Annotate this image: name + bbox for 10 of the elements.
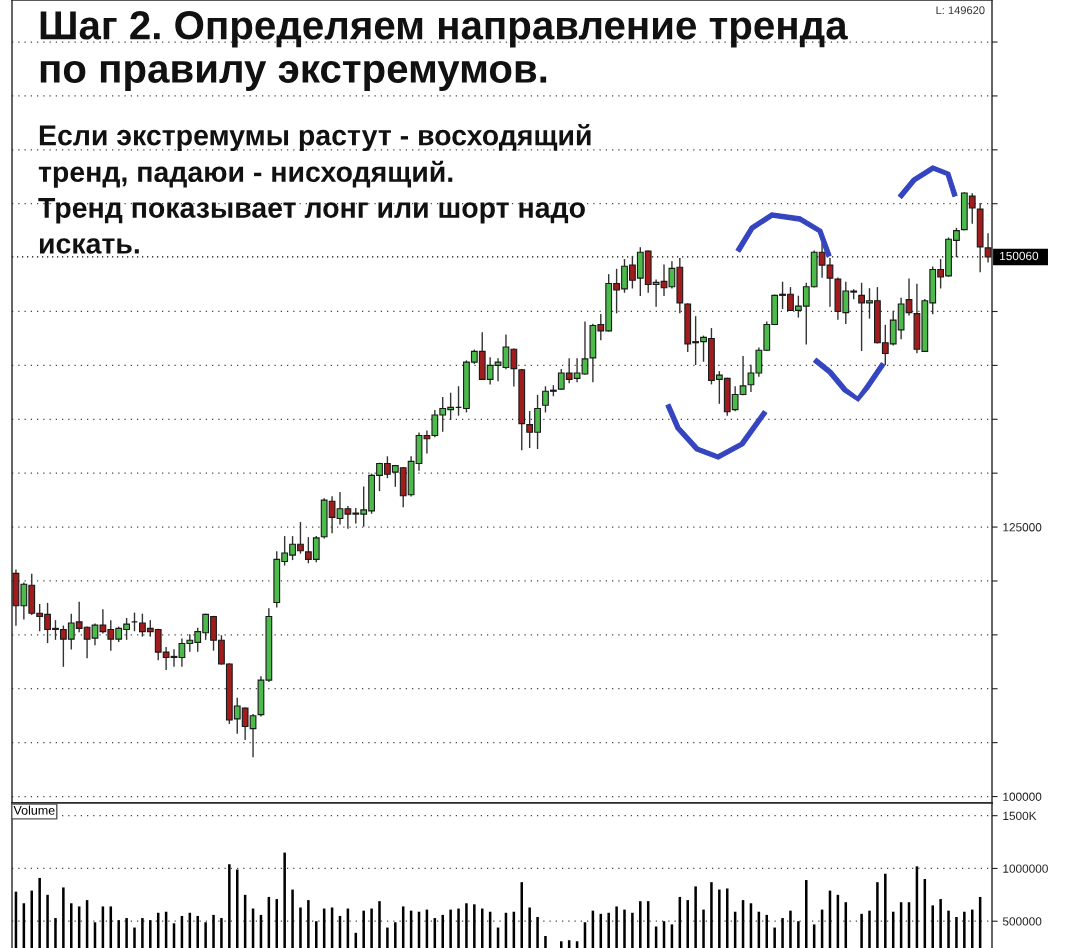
y-tick-label: 125000 <box>1003 523 1042 532</box>
text: Если экстремумы растут - восходящий тренд, падаюи - нисходящий. Тренд показывает лонг или шорт надо искать. <box>38 124 591 254</box>
chart-title: Volume <box>13 805 55 815</box>
ref-line-label: 150060 <box>1000 251 1039 261</box>
y-tick-label: 1000000 <box>1003 864 1048 873</box>
y-tick-label: 500000 <box>1002 917 1042 926</box>
y-tick-label: 1500K <box>1003 811 1037 821</box>
annotation: L: 149620 <box>936 6 985 15</box>
y-tick-label: 100000 <box>1003 792 1042 801</box>
text: Шаг 2. Определяем направление тренда по правилу экстремумов. <box>40 11 848 91</box>
